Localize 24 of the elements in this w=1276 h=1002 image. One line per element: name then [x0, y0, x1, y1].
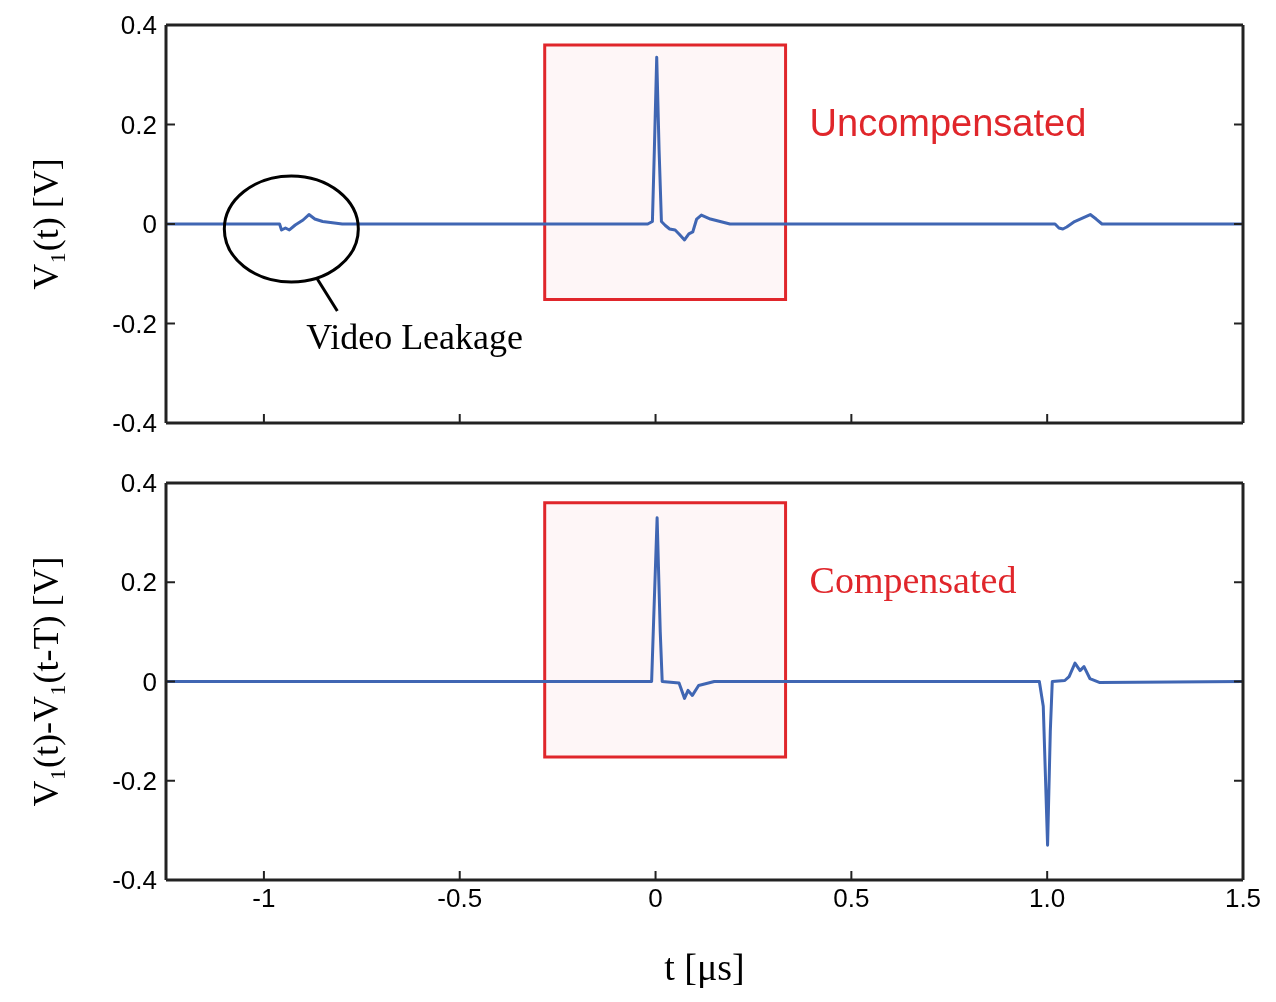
- y-tick-label: 0.2: [120, 567, 157, 598]
- y-tick-label: 0: [142, 209, 157, 240]
- x-tick-label: -0.5: [437, 883, 483, 914]
- x-tick-label: -1: [252, 883, 276, 914]
- x-tick-label: 1.0: [1029, 883, 1066, 914]
- y-tick-label: -0.4: [112, 408, 157, 439]
- y-axis-title: V₁(t)-V₁(t-T) [V]: [26, 556, 66, 807]
- x-axis-title: t [μs]: [664, 946, 745, 988]
- y-tick-label: 0.4: [120, 468, 157, 499]
- x-tick-label: 1.5: [1224, 883, 1262, 914]
- y-tick-label: 0.4: [120, 10, 157, 41]
- y-tick-label: 0: [142, 666, 157, 697]
- y-tick-label: 0.2: [120, 109, 157, 140]
- x-tick-label: 0: [648, 883, 663, 914]
- y-tick-label: -0.2: [112, 765, 157, 796]
- annotation: Compensated: [809, 559, 1017, 602]
- line-series: [166, 516, 1243, 847]
- annotation: Uncompensated: [809, 101, 1087, 144]
- x-tick-label: 0.5: [833, 883, 870, 914]
- y-tick-label: -0.2: [112, 308, 157, 339]
- y-axis-title: V₁(t) [V]: [26, 158, 66, 290]
- annotation: Video Leakage: [306, 316, 524, 357]
- line-series: [166, 55, 1243, 242]
- y-tick-label: -0.4: [112, 865, 157, 896]
